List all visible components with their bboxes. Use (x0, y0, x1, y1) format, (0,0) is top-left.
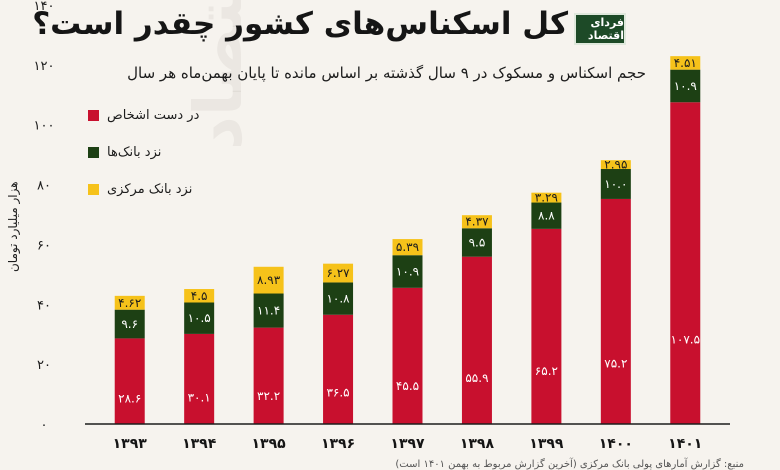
bar-segment-people (184, 333, 215, 424)
data-label-central: ۶.۲۷ (326, 266, 350, 280)
y-tick-label: ۱۲۰ (34, 59, 55, 74)
legend-item-banks: نزد بانک‌ها (88, 145, 199, 160)
x-tick-label: ۱۴۰۰ (599, 436, 633, 452)
y-axis-label: هزار میلیارد تومان (6, 181, 20, 272)
data-label-people: ۳۶.۵ (326, 386, 349, 400)
data-label-central: ۴.۵۱ (674, 56, 697, 70)
y-tick-label: ۰ (41, 418, 48, 433)
bars: ۲۸.۶ ۹.۶ ۴.۶۲ ۳۰.۱ ۱۰.۵ ۴.۵ ۳۲.۲ ۱۱.۴ ۸.۹۳ ۳۶.۵ ۱۰… (114, 56, 701, 425)
bar-segment-people (600, 198, 631, 424)
y-tick-label: ۴۰ (37, 298, 51, 313)
bar-segment-central (670, 56, 701, 70)
y-tick-label: ۶۰ (37, 238, 51, 253)
data-label-people: ۵۵.۹ (465, 371, 488, 385)
bar-segment-central (114, 295, 145, 310)
bar-segment-people (392, 287, 423, 424)
x-tick-label: ۱۴۰۱ (668, 436, 702, 452)
data-label-banks: ۹.۵ (469, 235, 486, 249)
data-label-central: ۴.۶۲ (118, 296, 141, 310)
x-tick-label: ۱۳۹۸ (460, 436, 495, 452)
data-label-banks: ۱۰.۸ (326, 292, 350, 306)
data-label-banks: ۱۰.۹ (674, 79, 697, 93)
bar-segment-people (531, 228, 562, 424)
bar-segment-central (531, 192, 562, 203)
bar-segment-banks (114, 309, 145, 339)
data-label-banks: ۹.۶ (121, 317, 138, 331)
chart-title: کل اسکناس‌های کشور چقدر است؟ (32, 6, 568, 42)
x-tick-label: ۱۳۹۳ (113, 436, 148, 452)
bar-segment-banks (253, 293, 284, 328)
source-note: منبع: گزارش آمارهای پولی بانک مرکزی (آخر… (395, 459, 744, 470)
data-label-banks: ۱۰.۵ (188, 311, 211, 325)
data-label-banks: ۱۰.۰ (604, 177, 627, 191)
y-tick-label: ۲۰ (37, 358, 51, 373)
data-label-people: ۶۵.۲ (535, 364, 558, 378)
data-label-people: ۴۵.۵ (396, 379, 419, 393)
legend-label-central: نزد بانک مرکزی (107, 182, 193, 197)
legend-label-people: در دست اشخاص (107, 108, 200, 123)
y-tick-label: ۸۰ (37, 179, 51, 194)
bar-segment-central (392, 239, 423, 256)
y-tick-label: ۱۰۰ (34, 119, 55, 134)
data-label-banks: ۱۰.۹ (396, 265, 419, 279)
y-axis: ۰ ۲۰ ۴۰ ۶۰ ۸۰ ۱۰۰ ۱۲۰ ۱۴۰ (34, 0, 55, 433)
data-label-banks: ۸.۸ (538, 209, 555, 223)
bar-segment-banks (600, 169, 631, 199)
bar-segment-banks (670, 69, 701, 103)
legend-label-banks: نزد بانک‌ها (107, 145, 162, 160)
data-label-central: ۴.۳۷ (465, 215, 489, 229)
bar-segment-central (600, 160, 631, 170)
bar-segment-people (253, 327, 284, 424)
x-axis: ۱۳۹۳ ۱۳۹۴ ۱۳۹۵ ۱۳۹۶ ۱۳۹۷ ۱۳۹۸ ۱۳۹۹ ۱۴۰۰ ۱۴۰۱ (85, 423, 730, 452)
data-label-central: ۳.۲۹ (535, 191, 558, 205)
data-label-people: ۳۰.۱ (188, 390, 211, 404)
y-tick-label: ۱۴۰ (34, 0, 55, 14)
bar-segment-people (461, 256, 492, 424)
legend-swatch-central (88, 184, 99, 195)
x-tick-label: ۱۳۹۹ (529, 436, 564, 452)
data-label-people: ۷۵.۲ (604, 357, 627, 371)
x-tick-label: ۱۳۹۷ (390, 436, 425, 452)
data-label-central: ۵.۳۹ (396, 240, 419, 254)
bar-segment-people (323, 314, 354, 424)
data-label-people: ۳۲.۲ (257, 389, 280, 403)
brand-logo: فردای اقتصاد (574, 13, 626, 45)
bar-segment-people (670, 102, 701, 425)
legend-swatch-banks (88, 147, 99, 158)
bar-segment-banks (461, 228, 492, 257)
legend-swatch-people (88, 110, 99, 121)
chart-subtitle: حجم اسکناس و مسکوک در ۹ سال گذشته بر اسا… (127, 64, 646, 82)
bar-segment-central (461, 215, 492, 229)
data-label-banks: ۱۱.۴ (257, 304, 280, 318)
data-label-central: ۸.۹۳ (257, 273, 281, 287)
bar-segment-banks (531, 202, 562, 229)
x-tick-label: ۱۳۹۵ (252, 436, 287, 452)
bar-segment-banks (184, 302, 215, 334)
legend-item-people: در دست اشخاص (88, 108, 199, 123)
legend-item-central: نزد بانک مرکزی (88, 182, 199, 197)
x-tick-label: ۱۳۹۴ (182, 436, 217, 452)
data-label-people: ۱۰۷.۵ (670, 333, 700, 347)
data-label-central: ۴.۵ (191, 289, 208, 303)
bar-segment-central (184, 289, 215, 303)
bar-segment-central (253, 266, 284, 294)
bar-segment-central (323, 263, 354, 283)
x-tick-label: ۱۳۹۶ (321, 436, 355, 452)
legend: در دست اشخاص نزد بانک‌ها نزد بانک مرکزی (88, 108, 199, 219)
bar-segment-banks (323, 282, 354, 315)
data-label-people: ۲۸.۶ (118, 392, 141, 406)
data-label-central: ۲.۹۵ (604, 158, 627, 172)
bar-segment-banks (392, 255, 423, 288)
bar-segment-people (114, 338, 145, 424)
